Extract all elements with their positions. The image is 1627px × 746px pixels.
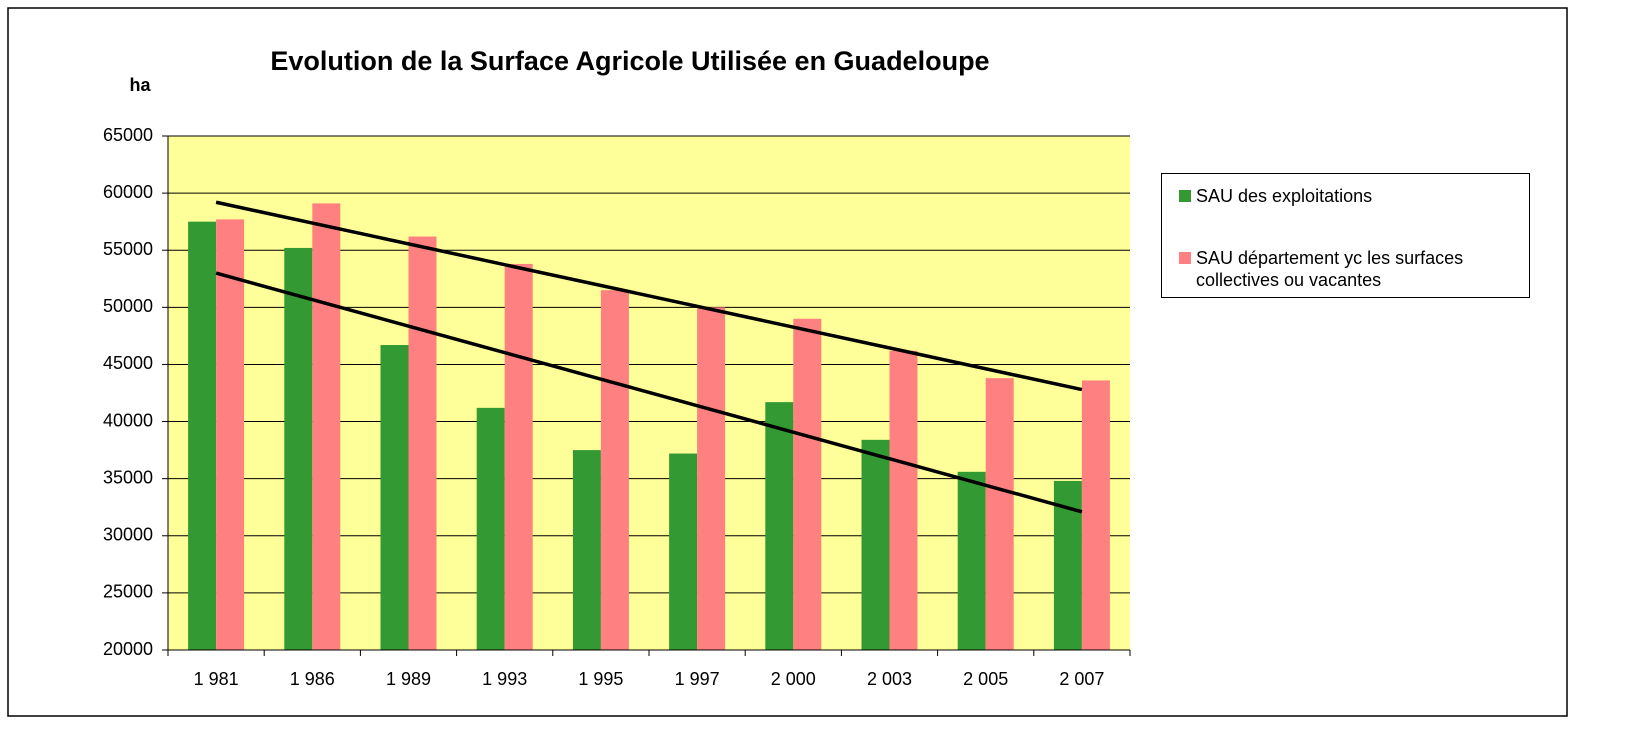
x-tick-label: 1 989 [386,669,431,689]
y-tick-label: 35000 [103,467,153,487]
x-tick-label: 2 000 [771,669,816,689]
bar [765,402,794,650]
x-tick-label: 1 993 [482,669,527,689]
bar [985,378,1014,650]
bar [188,221,217,650]
bar [889,350,918,650]
y-tick-label: 30000 [103,525,153,545]
legend-label: SAU département yc les surfaces collecti… [1196,248,1464,290]
bar [600,290,629,650]
legend: SAU des exploitations SAU département yc … [1161,173,1530,298]
y-tick-label: 45000 [103,353,153,373]
y-tick-label: 40000 [103,410,153,430]
trend-line [215,200,1083,392]
legend-item: SAU département yc les surfaces collecti… [1179,247,1516,291]
legend-swatch [1179,252,1191,264]
legend-item: SAU des exploitations [1179,185,1516,207]
x-tick-label: 2 007 [1059,669,1104,689]
trend-line [215,271,1083,514]
bar [380,345,409,650]
y-axis-label: ha [129,75,151,95]
bar [408,236,437,650]
bar [793,318,822,650]
bar [669,453,698,650]
bar [572,450,601,650]
y-tick-label: 60000 [103,182,153,202]
x-tick-label: 2 003 [867,669,912,689]
x-tick-label: 1 997 [675,669,720,689]
y-tick-label: 50000 [103,296,153,316]
bar [216,219,245,651]
bar [697,307,726,650]
bar [861,439,890,650]
y-tick-label: 55000 [103,239,153,259]
bar [284,247,313,650]
bar [1081,380,1110,650]
legend-label: SAU des exploitations [1196,186,1373,206]
bar [476,407,505,650]
y-tick-label: 25000 [103,582,153,602]
bar [957,471,986,650]
x-tick-label: 1 995 [578,669,623,689]
bar [312,203,341,650]
legend-swatch [1179,190,1191,202]
y-tick-label: 65000 [103,125,153,145]
x-tick-label: 2 005 [963,669,1008,689]
chart-title: Evolution de la Surface Agricole Utilisé… [270,46,989,76]
x-tick-label: 1 981 [194,669,239,689]
x-tick-label: 1 986 [290,669,335,689]
bar [504,263,533,650]
y-tick-label: 20000 [103,639,153,659]
